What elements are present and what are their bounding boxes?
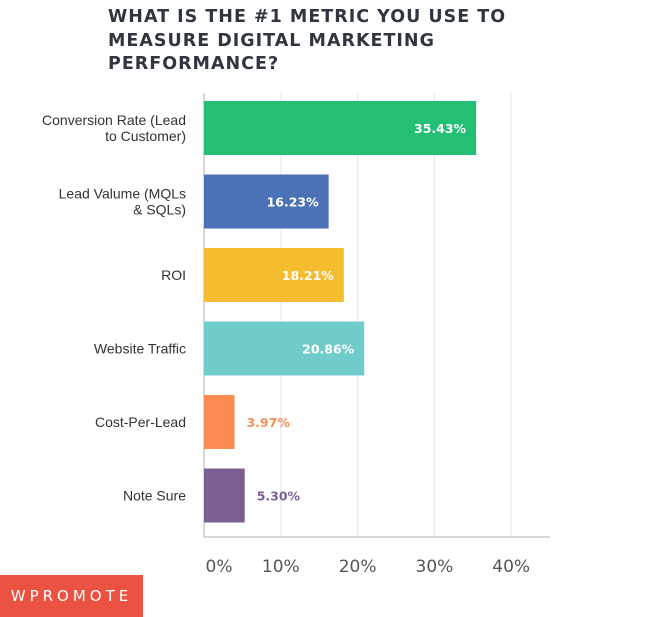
x-tick-label: 30%: [416, 557, 454, 577]
category-label: Conversion Rate (Lead: [42, 112, 186, 128]
wpromote-logo: WPROMOTE: [0, 575, 143, 617]
category-label: ROI: [161, 267, 186, 283]
data-label: 5.30%: [257, 489, 301, 504]
data-label: 3.97%: [246, 415, 290, 430]
x-tick-label: 10%: [262, 557, 300, 577]
x-tick-label: 20%: [339, 557, 377, 577]
bar: [204, 101, 477, 155]
category-label: Lead Valume (MQLs: [59, 186, 186, 202]
data-label: 35.43%: [414, 121, 467, 136]
bar: [204, 248, 344, 302]
category-label: Note Sure: [123, 488, 186, 504]
bar: [204, 468, 245, 523]
data-label: 20.86%: [302, 342, 355, 357]
data-label: 16.23%: [267, 195, 320, 210]
data-label: 18.21%: [282, 268, 335, 283]
category-label: Cost-Per-Lead: [95, 414, 186, 430]
category-label: to Customer): [105, 128, 186, 144]
chart-title: WHAT IS THE #1 METRIC YOU USE TO MEASURE…: [108, 7, 507, 74]
x-tick-label: 0%: [206, 557, 233, 577]
bar: [204, 174, 329, 229]
bar: [204, 321, 365, 376]
x-tick-label: 40%: [492, 557, 530, 577]
category-label: & SQLs): [133, 202, 186, 218]
bar: [204, 395, 235, 449]
category-label: Website Traffic: [94, 341, 186, 357]
